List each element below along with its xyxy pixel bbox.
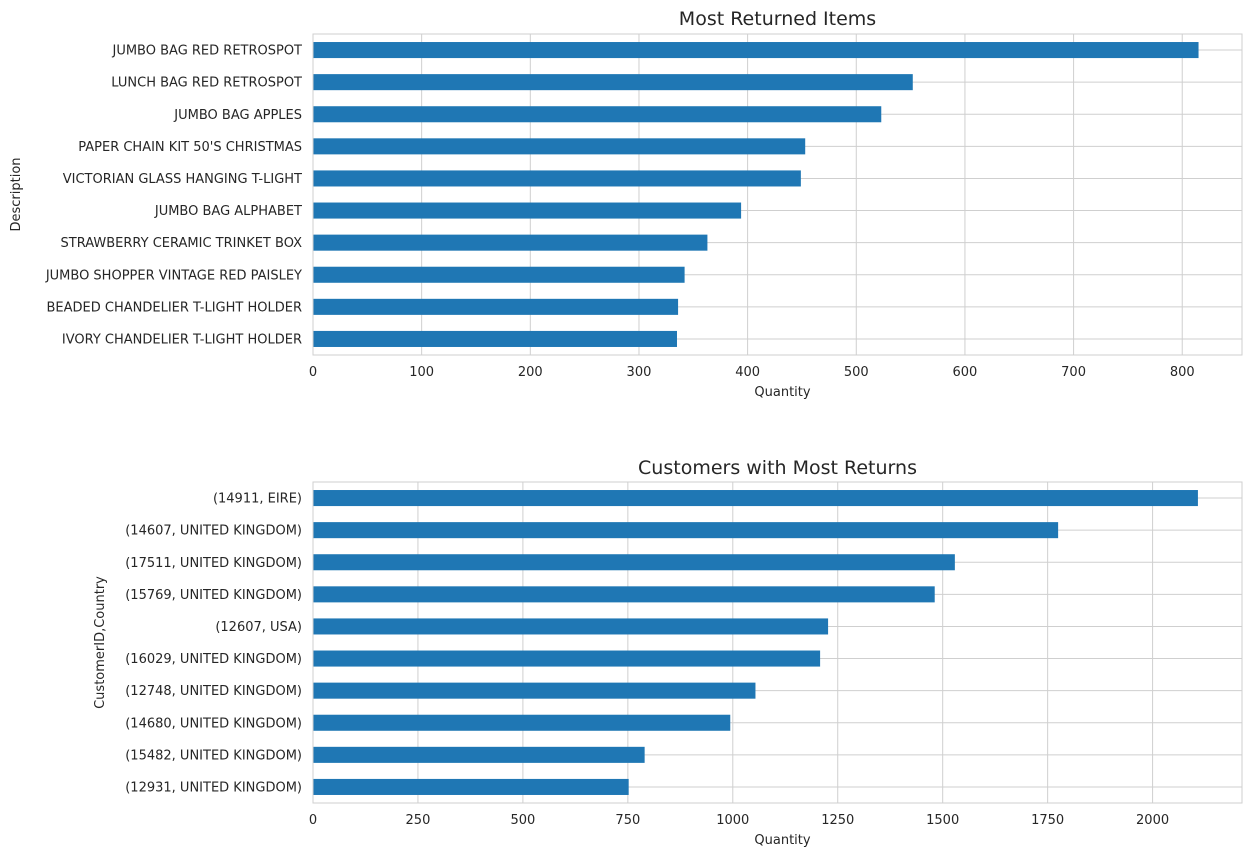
items-x-tick-label: 300 (627, 365, 652, 380)
customers-x-tick-label: 1500 (926, 813, 959, 828)
items-category-label: JUMBO SHOPPER VINTAGE RED PAISLEY (45, 268, 302, 283)
items-category-label: BEADED CHANDELIER T-LIGHT HOLDER (47, 300, 303, 315)
items-x-tick-label: 800 (1170, 365, 1195, 380)
items-bar (313, 202, 742, 219)
customers-bar (313, 586, 935, 603)
customers-bar (313, 618, 829, 635)
customers-x-axis-label: Quantity (754, 833, 810, 848)
items-bar (313, 170, 801, 187)
items-category-label: STRAWBERRY CERAMIC TRINKET BOX (61, 236, 303, 251)
customers-x-tick-label: 1000 (716, 813, 749, 828)
items-x-tick-label: 700 (1061, 365, 1086, 380)
items-bar (313, 138, 806, 155)
customers-bar (313, 778, 629, 795)
items-bar (313, 330, 677, 347)
customers-x-tick-label: 2000 (1136, 813, 1169, 828)
items-category-label: JUMBO BAG APPLES (173, 108, 302, 123)
items-chart: JUMBO BAG RED RETROSPOT LUNCH BAG RED RET… (9, 8, 1243, 400)
customers-category-label: (15482, UNITED KINGDOM) (125, 748, 302, 763)
customers-category-label: (17511, UNITED KINGDOM) (125, 556, 302, 571)
customers-x-tick-label: 250 (406, 813, 431, 828)
items-bar (313, 266, 685, 283)
customers-y-axis-label: CustomerID,Country (93, 576, 108, 709)
items-x-tick-label: 200 (518, 365, 543, 380)
items-category-label: JUMBO BAG RED RETROSPOT (111, 44, 302, 59)
customers-x-tick-label: 750 (615, 813, 640, 828)
items-category-label: JUMBO BAG ALPHABET (154, 204, 302, 219)
items-bar (313, 42, 1199, 59)
items-x-tick-label: 400 (735, 365, 760, 380)
customers-bar (313, 714, 731, 731)
items-x-tick-label: 0 (309, 365, 317, 380)
items-chart-title: Most Returned Items (679, 8, 876, 30)
customers-chart-title: Customers with Most Returns (638, 457, 917, 479)
customers-category-label: (14911, EIRE) (213, 492, 302, 507)
customers-category-label: (12748, UNITED KINGDOM) (125, 684, 302, 699)
customers-x-tick-label: 500 (510, 813, 535, 828)
customers-x-tick-label: 1250 (821, 813, 854, 828)
customers-category-label: (14680, UNITED KINGDOM) (125, 716, 302, 731)
items-x-tick-label: 100 (409, 365, 434, 380)
items-plot-frame (312, 33, 1243, 356)
customers-bar (313, 682, 756, 699)
customers-chart: (14911, EIRE) (14607, UNITED KINGDOM) (175… (93, 457, 1243, 848)
items-x-axis-label: Quantity (754, 385, 810, 400)
customers-category-label: (12607, USA) (215, 620, 302, 635)
customers-category-label: (14607, UNITED KINGDOM) (125, 524, 302, 539)
customers-bar (313, 746, 645, 763)
customers-category-label: (16029, UNITED KINGDOM) (125, 652, 302, 667)
customers-bar (313, 522, 1059, 539)
items-category-label: LUNCH BAG RED RETROSPOT (111, 76, 302, 91)
customers-category-label: (12931, UNITED KINGDOM) (125, 780, 302, 795)
items-bar (313, 106, 882, 123)
customers-x-tick-label: 0 (309, 813, 317, 828)
customers-bar (313, 650, 821, 667)
items-bar (313, 298, 679, 315)
items-y-axis-label: Description (9, 157, 24, 231)
customers-plot-frame (312, 481, 1243, 804)
items-bar (313, 74, 913, 91)
items-category-label: VICTORIAN GLASS HANGING T-LIGHT (63, 172, 302, 187)
items-bar (313, 234, 708, 251)
customers-category-label: (15769, UNITED KINGDOM) (125, 588, 302, 603)
items-category-label: PAPER CHAIN KIT 50'S CHRISTMAS (78, 140, 302, 155)
items-x-tick-label: 500 (844, 365, 869, 380)
customers-bar (313, 554, 955, 571)
customers-bar (313, 490, 1198, 507)
items-x-tick-label: 600 (953, 365, 978, 380)
items-category-label: IVORY CHANDELIER T-LIGHT HOLDER (62, 332, 302, 347)
customers-x-tick-label: 1750 (1031, 813, 1064, 828)
